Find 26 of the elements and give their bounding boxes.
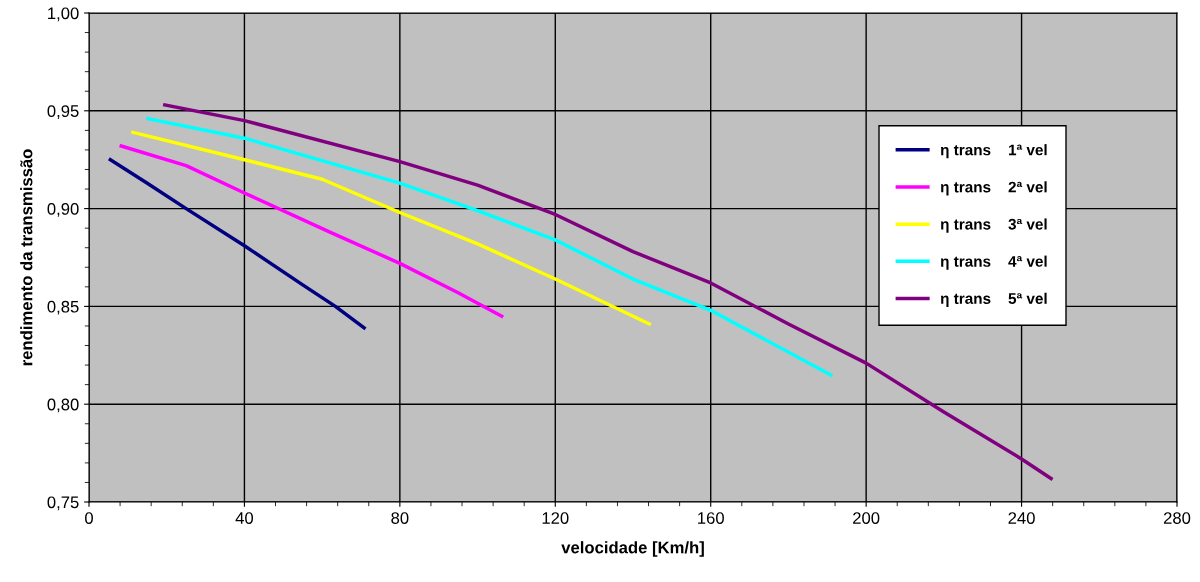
x-tick-label: 40 xyxy=(235,512,254,524)
line-series xyxy=(131,130,652,326)
x-tick-label: 160 xyxy=(698,512,724,524)
y-axis-title: rendimento da transmissão xyxy=(20,149,33,366)
line-series xyxy=(108,157,366,330)
y-tick-label: 1,00 xyxy=(48,7,79,22)
legend-label: η trans 5ª vel xyxy=(940,292,1047,307)
legend-label: η trans 4ª vel xyxy=(940,255,1047,270)
y-tick-label: 0,95 xyxy=(47,105,79,119)
x-axis-title: velocidade [Km/h] xyxy=(561,541,704,557)
legend-label: η trans 3ª vel xyxy=(940,218,1047,233)
legend-label: η trans 2ª vel xyxy=(940,181,1047,196)
y-tick-label: 0,80 xyxy=(47,398,79,413)
y-tick-label: 0,90 xyxy=(47,203,79,217)
y-tick-label: 0,85 xyxy=(47,300,79,315)
x-tick-label: 200 xyxy=(853,512,880,524)
y-tick-label: 0,75 xyxy=(47,496,79,511)
x-tick-label: 240 xyxy=(1008,512,1035,524)
legend-label: η trans 1ª vel xyxy=(940,144,1047,159)
line-series xyxy=(146,116,833,377)
x-tick-label: 80 xyxy=(391,512,409,524)
x-tick-label: 0 xyxy=(85,512,93,524)
x-tick-label: 280 xyxy=(1163,512,1191,524)
line-series xyxy=(163,103,1053,481)
x-tick-label: 120 xyxy=(542,512,569,524)
line-series xyxy=(119,144,504,318)
